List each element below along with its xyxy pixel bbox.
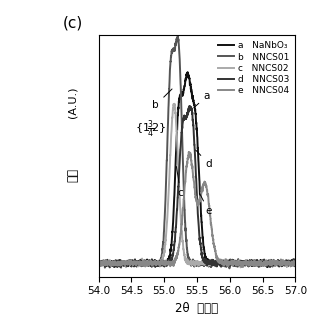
- Text: $\{1\!\frac{3}{4}\!2\}$: $\{1\!\frac{3}{4}\!2\}$: [135, 118, 166, 140]
- Text: a: a: [194, 91, 210, 108]
- X-axis label: 2θ  （度）: 2θ （度）: [175, 302, 219, 315]
- Text: (c): (c): [63, 15, 83, 30]
- Text: d: d: [196, 150, 212, 169]
- Text: b: b: [152, 89, 172, 110]
- Text: e: e: [200, 193, 212, 216]
- Legend: a   NaNbO₃, b   NNCS01, c   NNCS02, d   NNCS03, e   NNCS04: a NaNbO₃, b NNCS01, c NNCS02, d NNCS03, …: [216, 40, 291, 97]
- Text: 强度: 强度: [66, 168, 80, 182]
- Text: (A.U.): (A.U.): [68, 87, 78, 118]
- Text: c: c: [176, 167, 184, 198]
